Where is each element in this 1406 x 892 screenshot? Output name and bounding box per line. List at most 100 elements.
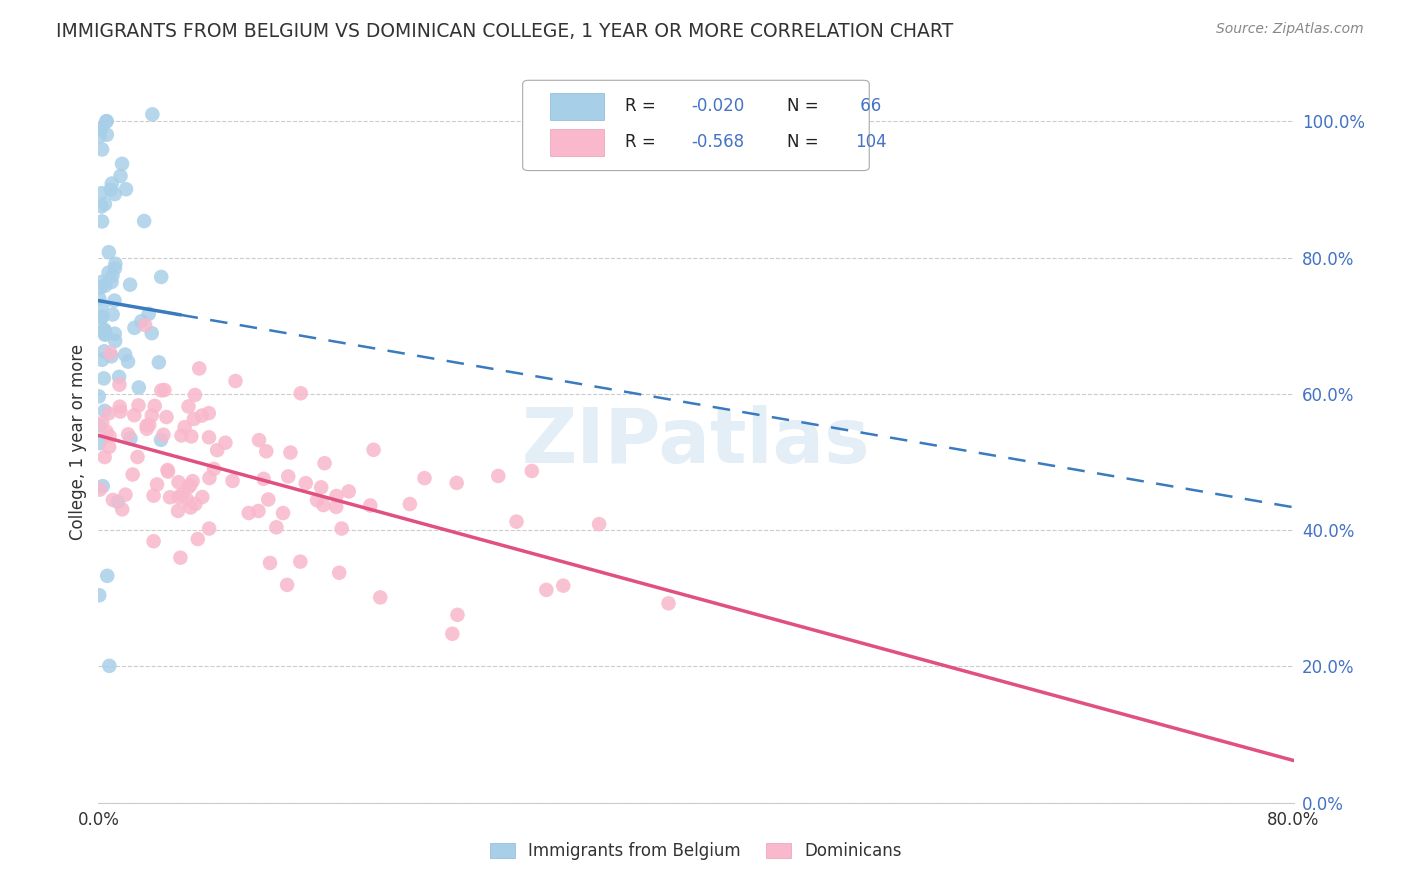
Point [94,327,117,342]
Point [108,369,131,384]
Point [96,425,118,439]
Point [202,462,225,476]
Point [170,488,193,502]
Point [446,475,468,490]
Point [104,326,127,341]
Point [170,428,193,442]
Point [180,500,202,515]
Point [97,245,120,260]
Point [128,380,150,394]
Point [150,384,173,398]
Point [176,492,198,507]
Point [91,298,114,312]
Point [413,471,436,485]
Point [135,422,157,436]
Point [150,433,173,447]
Point [124,321,146,335]
Point [328,566,350,580]
Text: R =: R = [626,134,661,152]
Point [100,349,122,363]
Point [114,348,136,362]
Point [93,450,115,464]
Point [104,257,127,271]
Point [399,497,422,511]
Point [90,275,112,289]
Point [121,467,143,482]
Point [89,291,111,305]
Point [100,177,122,191]
Point [191,409,214,423]
Legend: Immigrants from Belgium, Dominicans: Immigrants from Belgium, Dominicans [484,836,908,867]
Point [657,596,679,610]
Point [173,420,195,434]
Point [536,582,558,597]
Point [167,475,190,490]
Point [104,261,127,276]
Point [89,129,111,144]
Point [98,346,121,360]
Point [143,399,166,413]
Point [446,607,468,622]
Point [247,433,270,447]
Point [247,504,270,518]
FancyBboxPatch shape [523,80,869,170]
Point [134,318,156,332]
Point [294,476,316,491]
Point [290,386,312,401]
Point [169,550,191,565]
Point [107,495,129,509]
Point [198,471,221,485]
Point [142,534,165,549]
Point [97,406,120,420]
Point [257,492,280,507]
Point [101,308,124,322]
Point [198,522,221,536]
Point [90,186,112,201]
Point [214,435,236,450]
Point [138,417,160,432]
Point [307,493,329,508]
Point [156,465,179,479]
Point [588,517,610,532]
Point [87,418,110,433]
Point [325,500,347,514]
Y-axis label: College, 1 year or more: College, 1 year or more [69,343,87,540]
Point [177,480,200,494]
Point [155,410,177,425]
Point [89,122,111,136]
Point [111,502,134,516]
Point [138,307,160,321]
Point [225,374,247,388]
Point [252,472,274,486]
Point [90,199,112,213]
Text: 66: 66 [855,97,882,115]
Point [127,398,149,412]
Point [150,269,173,284]
Point [277,469,299,483]
Point [97,266,120,280]
Point [359,499,381,513]
Point [98,440,121,454]
Point [87,389,110,403]
Point [91,352,114,367]
Point [103,293,125,308]
Point [135,418,157,433]
Point [183,412,205,426]
Point [90,121,112,136]
Point [94,197,117,211]
Text: N =: N = [787,134,824,152]
Point [98,429,121,443]
Point [441,627,464,641]
Point [100,183,122,197]
Point [179,478,201,492]
Text: 104: 104 [855,134,887,152]
Point [89,436,111,450]
Point [89,483,111,497]
Point [312,498,335,512]
Point [198,406,221,420]
Point [146,477,169,491]
Point [100,275,122,289]
Point [93,371,115,385]
Point [101,268,124,283]
Text: IMMIGRANTS FROM BELGIUM VS DOMINICAN COLLEGE, 1 YEAR OR MORE CORRELATION CHART: IMMIGRANTS FROM BELGIUM VS DOMINICAN COL… [56,22,953,41]
